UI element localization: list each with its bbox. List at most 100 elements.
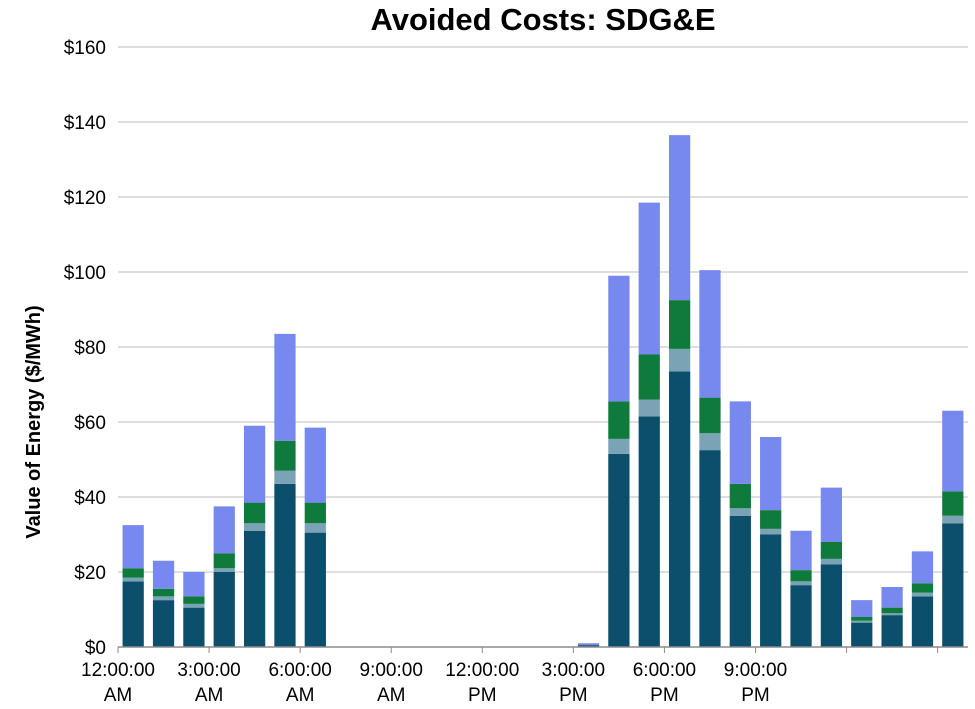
bar-segment xyxy=(729,401,751,484)
bar-segment xyxy=(122,577,144,582)
x-tick-label: 3:00:00 xyxy=(177,660,240,681)
x-tick-label: PM xyxy=(468,685,497,706)
y-tick-label: $120 xyxy=(64,188,106,209)
bar-segment xyxy=(213,553,235,569)
bar-segment xyxy=(790,570,812,582)
bar-segment xyxy=(152,596,175,601)
bar-segment xyxy=(274,470,296,484)
bar-segment xyxy=(911,596,934,647)
bar-segment xyxy=(881,587,903,608)
bar-segment xyxy=(881,613,903,616)
x-tick-label: AM xyxy=(195,685,224,706)
bar-segment xyxy=(638,354,660,400)
bar-segment xyxy=(304,532,326,647)
y-tick-label: $140 xyxy=(64,113,106,134)
y-tick-label: $100 xyxy=(64,263,106,284)
y-tick-label: $80 xyxy=(74,338,106,359)
x-tick-label: 12:00:00 xyxy=(445,660,519,681)
bar-segment xyxy=(608,275,630,402)
bar-segment xyxy=(608,453,630,647)
x-tick-label: 6:00:00 xyxy=(633,660,696,681)
bar-segment xyxy=(760,437,782,511)
bar-segment xyxy=(152,560,175,589)
bar-segment xyxy=(243,530,266,647)
x-tick-label: AM xyxy=(286,685,315,706)
x-tick-label: PM xyxy=(559,685,588,706)
bar-segment xyxy=(942,515,964,524)
x-tick-label: 3:00:00 xyxy=(542,660,605,681)
bar-segment xyxy=(760,510,782,529)
bar-segment xyxy=(213,568,235,572)
bar-segment xyxy=(729,508,751,516)
bar-segment xyxy=(699,397,721,434)
bar-segment xyxy=(304,523,326,533)
bar-segment xyxy=(760,534,782,647)
bar-segment xyxy=(608,438,630,454)
bar-segment xyxy=(911,583,934,593)
tick-labels: $0 $20 $40 $60 $80 $100 $120 $140 $160 12:00:00 AM… xyxy=(64,38,787,706)
bar-segment xyxy=(911,592,934,597)
bar-segment xyxy=(274,440,296,471)
bar-segment xyxy=(668,348,691,372)
bar-segment xyxy=(274,483,296,647)
bar-segment xyxy=(243,502,266,524)
bar-segment xyxy=(183,596,205,604)
x-tick-label: PM xyxy=(650,685,679,706)
bar-segment xyxy=(638,202,660,355)
bar-segment xyxy=(577,643,600,646)
chart-title: Avoided Costs: SDG&E xyxy=(370,2,716,37)
bar-segment xyxy=(668,371,691,647)
bar-segment xyxy=(820,564,843,647)
bar-segment xyxy=(152,588,175,597)
bar-segment xyxy=(183,603,205,608)
bar-segment xyxy=(243,523,266,531)
y-tick-label: $160 xyxy=(64,38,106,59)
bar-segment xyxy=(851,617,873,621)
bar-segment xyxy=(213,506,235,554)
bar-segment xyxy=(699,433,721,451)
bar-segment xyxy=(942,410,964,492)
bar-segment xyxy=(152,600,175,647)
bar-segment xyxy=(577,645,600,647)
bar-segment xyxy=(790,585,812,647)
bar-segment xyxy=(122,581,144,647)
bar-segment xyxy=(790,581,812,586)
bar-segment xyxy=(820,542,843,559)
x-tick-label: PM xyxy=(741,685,770,706)
x-tick-label: AM xyxy=(104,685,133,706)
bar-segment xyxy=(760,528,782,535)
bar-segment xyxy=(122,525,144,569)
bar-segment xyxy=(608,401,630,439)
bar-segment xyxy=(183,572,205,597)
bar-segment xyxy=(638,399,660,417)
y-tick-label: $40 xyxy=(74,488,106,509)
bar-segment xyxy=(851,620,873,623)
x-tick-label: 6:00:00 xyxy=(268,660,331,681)
x-tick-label: 9:00:00 xyxy=(724,660,787,681)
y-axis-label: Value of Energy ($/MWh) xyxy=(23,305,45,538)
bar-segment xyxy=(243,425,266,503)
bar-segment xyxy=(638,416,660,647)
bar-segment xyxy=(820,558,843,565)
bar-segment xyxy=(820,487,843,542)
x-tick-label: 9:00:00 xyxy=(360,660,423,681)
bar-segment xyxy=(911,551,934,584)
bar-segment xyxy=(304,502,326,524)
bar-segment xyxy=(274,333,296,441)
bars xyxy=(122,135,964,647)
y-tick-label: $20 xyxy=(74,563,106,584)
bar-segment xyxy=(213,572,235,647)
bar-segment xyxy=(699,450,721,647)
bar-segment xyxy=(668,300,691,349)
bar-segment xyxy=(699,270,721,398)
bar-segment xyxy=(790,530,812,571)
bar-segment xyxy=(881,607,903,614)
bar-segment xyxy=(881,615,903,647)
bar-segment xyxy=(183,607,205,647)
bar-segment xyxy=(851,600,873,617)
bar-segment xyxy=(942,523,964,647)
bar-segment xyxy=(668,135,691,301)
bar-segment xyxy=(729,515,751,647)
bar-segment xyxy=(851,622,873,647)
